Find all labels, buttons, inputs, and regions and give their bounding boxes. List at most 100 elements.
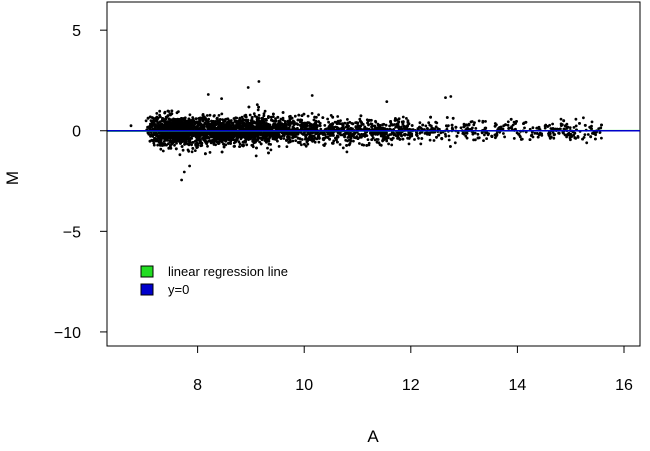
data-point: [599, 126, 603, 130]
data-point: [590, 127, 593, 131]
data-point: [218, 136, 222, 140]
data-point: [359, 119, 362, 123]
data-point: [241, 140, 245, 144]
data-point: [223, 118, 227, 121]
data-point: [509, 117, 513, 121]
data-point: [255, 103, 259, 106]
data-point: [163, 143, 167, 147]
data-point: [552, 136, 556, 140]
data-point: [317, 113, 320, 117]
data-point: [300, 138, 304, 141]
data-point: [572, 126, 576, 129]
data-point: [206, 144, 209, 148]
data-point: [358, 142, 361, 145]
data-point: [476, 132, 480, 136]
data-point: [533, 131, 537, 135]
data-point: [219, 132, 222, 136]
data-point: [299, 118, 302, 122]
data-point: [434, 120, 438, 124]
data-point: [287, 121, 291, 125]
data-point: [317, 120, 320, 124]
data-point: [246, 86, 250, 89]
data-point: [523, 126, 526, 130]
data-point: [506, 120, 510, 124]
data-point: [154, 123, 158, 126]
data-point: [162, 119, 166, 123]
data-point: [177, 125, 181, 129]
data-point: [288, 133, 292, 136]
data-point: [251, 135, 255, 139]
data-point: [393, 132, 396, 136]
data-point: [453, 141, 457, 145]
data-point: [290, 121, 294, 125]
data-point: [293, 133, 297, 137]
data-point: [281, 116, 285, 120]
data-point: [359, 114, 363, 118]
data-point: [385, 132, 388, 136]
data-point: [501, 127, 505, 131]
data-point: [345, 150, 349, 154]
data-point: [282, 137, 286, 140]
data-point: [250, 118, 254, 121]
data-point: [291, 125, 295, 129]
data-point: [339, 133, 342, 137]
data-point: [171, 136, 175, 140]
data-point: [277, 145, 281, 148]
data-point: [564, 124, 567, 128]
data-point: [207, 117, 211, 121]
data-point: [419, 142, 423, 146]
data-point: [487, 132, 490, 136]
data-point: [503, 135, 506, 139]
data-point: [243, 134, 247, 138]
data-point: [281, 111, 285, 114]
data-point: [451, 116, 455, 120]
data-point: [368, 118, 372, 122]
data-point: [454, 125, 458, 129]
data-point: [344, 131, 348, 135]
data-point: [199, 131, 203, 135]
data-point: [163, 111, 167, 115]
data-point: [581, 137, 584, 141]
data-point: [272, 133, 276, 137]
data-point: [190, 143, 194, 147]
data-point: [499, 125, 503, 129]
data-point: [343, 135, 346, 139]
data-point: [229, 142, 232, 145]
data-point: [256, 108, 260, 112]
data-point: [169, 146, 173, 150]
data-point: [321, 116, 325, 119]
data-point: [254, 154, 258, 158]
data-point: [383, 137, 387, 141]
data-point: [582, 116, 585, 120]
data-point: [537, 125, 541, 129]
data-point: [331, 141, 334, 145]
data-point: [400, 134, 403, 138]
data-point: [573, 136, 577, 140]
data-point: [155, 119, 159, 123]
data-point: [449, 145, 452, 148]
data-point: [179, 139, 183, 143]
y-tick-label: 0: [72, 124, 81, 141]
data-point: [483, 126, 487, 130]
data-point: [296, 136, 300, 140]
data-point: [432, 139, 436, 142]
data-point: [353, 136, 356, 139]
data-point: [263, 109, 267, 113]
data-point: [477, 119, 481, 123]
data-point: [261, 126, 265, 130]
data-point: [514, 122, 517, 125]
data-point: [390, 123, 394, 127]
data-point: [405, 117, 408, 120]
data-point: [485, 137, 488, 141]
data-point: [403, 133, 407, 137]
data-point: [248, 113, 252, 117]
data-point: [227, 123, 231, 127]
data-point: [302, 121, 306, 125]
data-point: [390, 143, 394, 147]
data-point: [229, 132, 233, 136]
data-point: [421, 123, 425, 127]
data-point: [202, 133, 206, 137]
data-point: [507, 127, 511, 130]
data-point: [462, 122, 466, 126]
data-point: [240, 115, 244, 119]
